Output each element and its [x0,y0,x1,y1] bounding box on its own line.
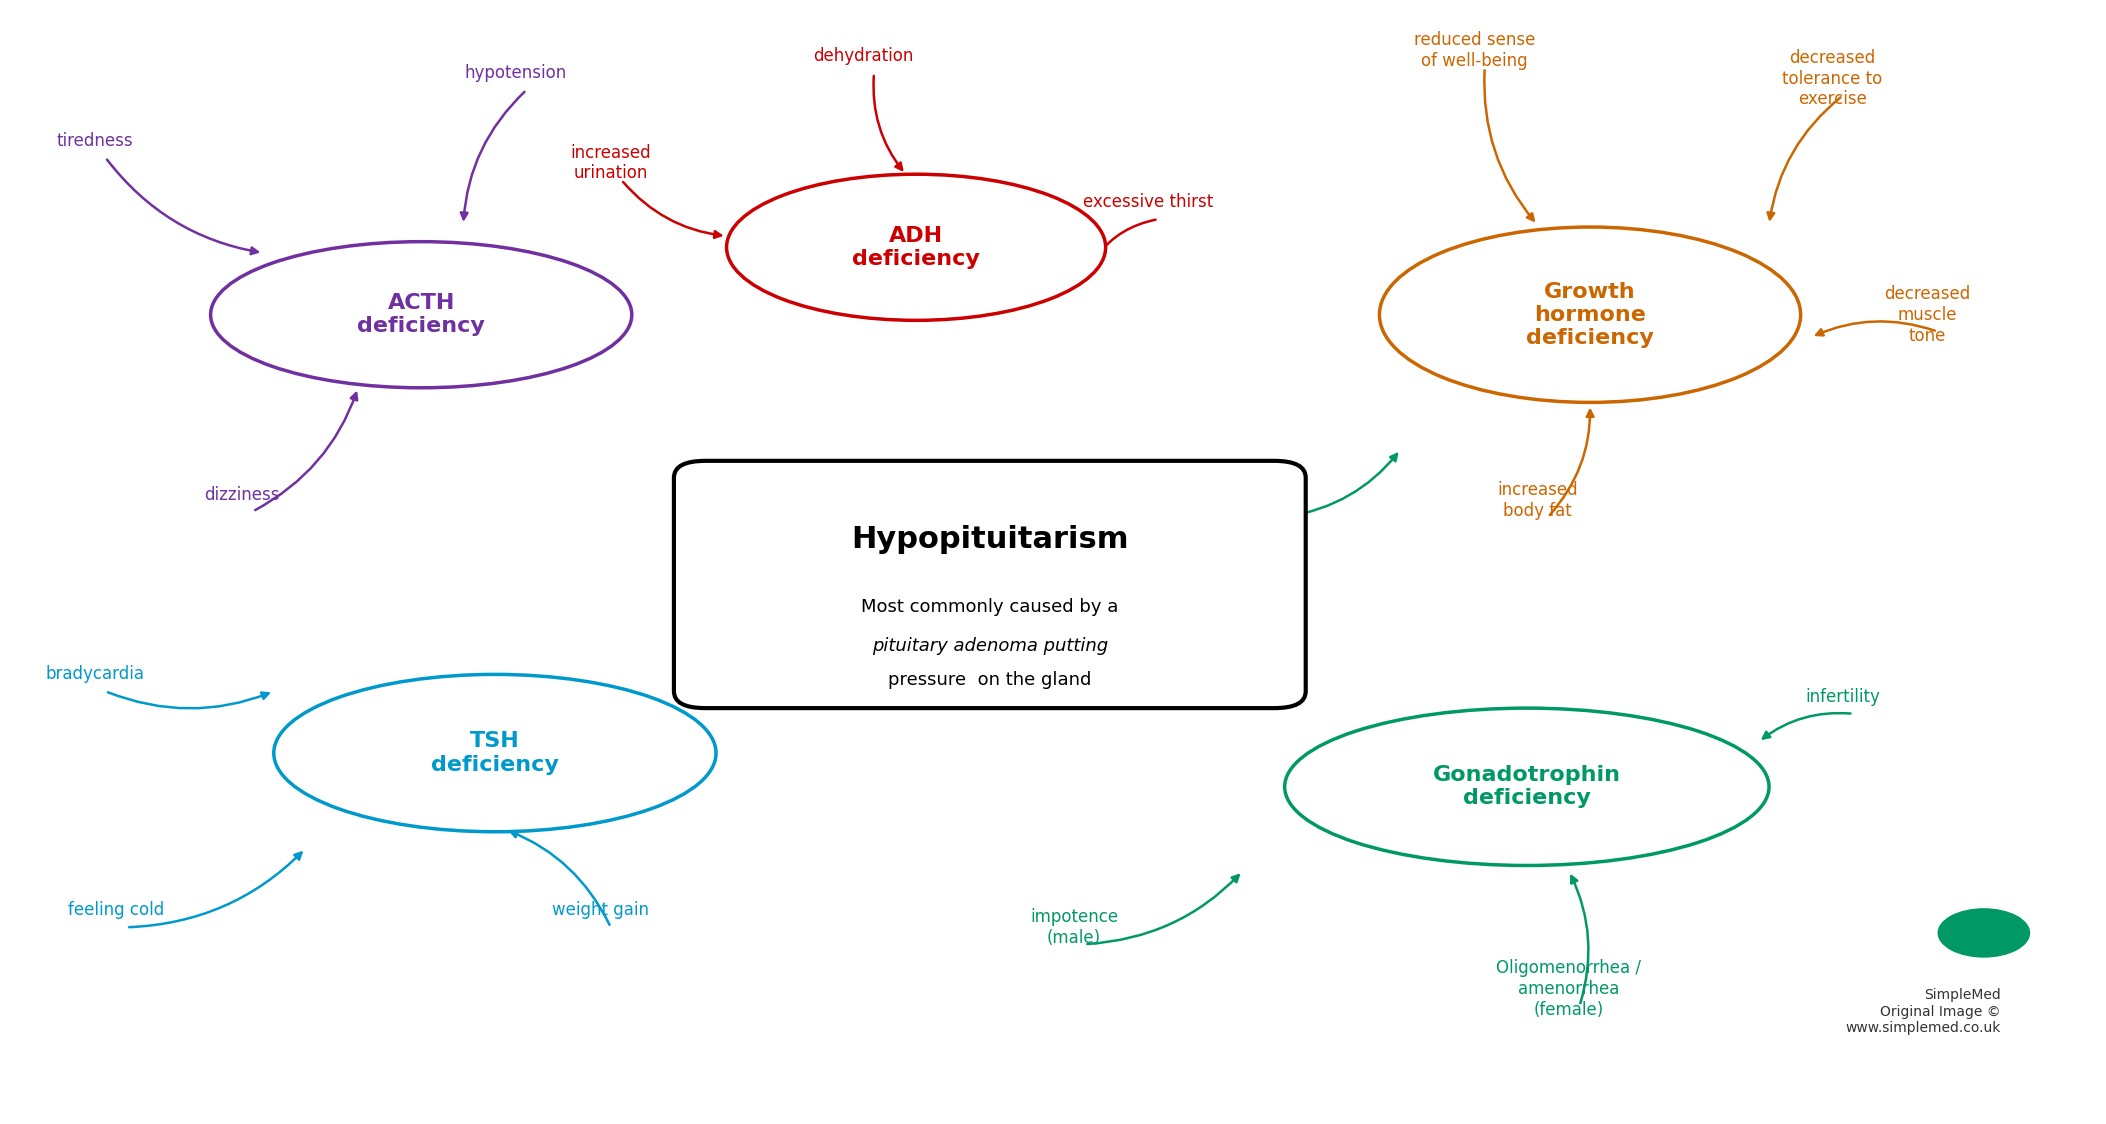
Text: TSH
deficiency: TSH deficiency [432,732,558,774]
Text: Gonadotrophin
deficiency: Gonadotrophin deficiency [1432,765,1622,808]
Circle shape [1938,908,2030,958]
Ellipse shape [1379,227,1801,402]
FancyArrowPatch shape [461,92,524,219]
Text: Hypopituitarism: Hypopituitarism [851,525,1129,554]
FancyArrowPatch shape [1763,713,1851,738]
Ellipse shape [211,242,632,388]
FancyArrowPatch shape [1087,876,1238,944]
Text: dehydration: dehydration [813,47,914,65]
Text: pressure  on the gland: pressure on the gland [889,671,1091,689]
Text: decreased
muscle
tone: decreased muscle tone [1885,284,1969,345]
FancyArrowPatch shape [874,75,901,170]
Text: infertility: infertility [1805,688,1881,706]
FancyArrowPatch shape [107,160,257,254]
Text: weight gain: weight gain [552,901,649,919]
FancyBboxPatch shape [674,461,1306,708]
FancyArrowPatch shape [255,393,358,510]
Text: reduced sense
of well-being: reduced sense of well-being [1413,31,1535,70]
FancyArrowPatch shape [1485,70,1533,220]
FancyArrowPatch shape [1815,321,1935,335]
FancyArrowPatch shape [1550,410,1594,515]
Text: Most commonly caused by a: Most commonly caused by a [861,598,1118,616]
Text: SimpleMed
Original Image ©
www.simplemed.co.uk: SimpleMed Original Image © www.simplemed… [1845,988,2001,1035]
Text: decreased
tolerance to
exercise: decreased tolerance to exercise [1782,48,1883,109]
FancyArrowPatch shape [107,692,270,708]
FancyArrowPatch shape [623,182,720,238]
Text: hypotension: hypotension [465,64,567,82]
Text: Growth
hormone
deficiency: Growth hormone deficiency [1527,281,1653,348]
Text: bradycardia: bradycardia [44,665,145,683]
FancyArrowPatch shape [1571,876,1588,1004]
Ellipse shape [274,674,716,832]
Text: excessive thirst: excessive thirst [1082,193,1213,211]
Text: pituitary adenoma putting: pituitary adenoma putting [872,637,1108,655]
FancyArrowPatch shape [1767,98,1841,219]
FancyArrowPatch shape [1099,219,1156,254]
Text: ACTH
deficiency: ACTH deficiency [358,293,484,336]
Ellipse shape [1285,708,1769,865]
Text: tiredness: tiredness [57,132,133,149]
Text: feeling cold: feeling cold [67,901,164,919]
Text: ADH
deficiency: ADH deficiency [853,226,979,269]
FancyArrowPatch shape [128,853,301,927]
Text: increased
body fat: increased body fat [1497,481,1577,519]
Text: Oligomenorrhea /
amenorrhea
(female): Oligomenorrhea / amenorrhea (female) [1497,959,1641,1019]
FancyArrowPatch shape [1287,454,1396,517]
Text: lack of
libido: lack of libido [1247,481,1302,519]
Text: dizziness: dizziness [204,486,280,504]
Ellipse shape [727,174,1106,320]
Text: impotence
(male): impotence (male) [1030,908,1118,946]
Text: increased
urination: increased urination [571,144,651,182]
FancyArrowPatch shape [510,831,609,925]
